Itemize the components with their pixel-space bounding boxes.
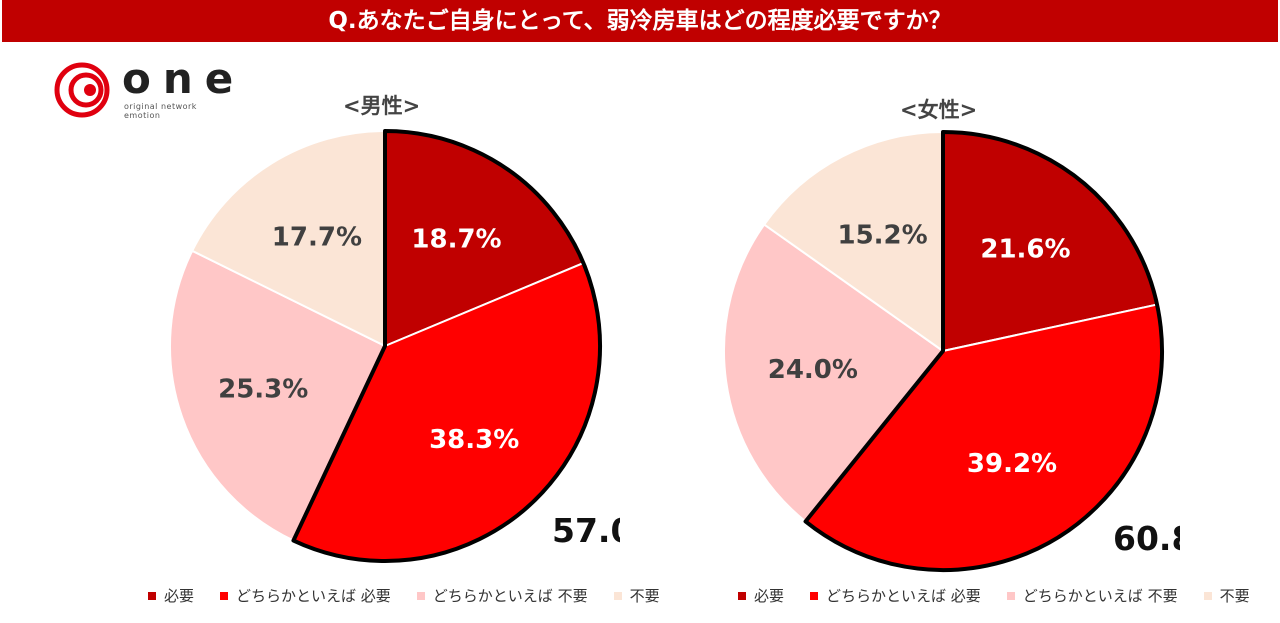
one-logo: one original network emotion — [52, 54, 233, 120]
pie-slice-4 — [190, 129, 386, 348]
slice-label: 39.2% — [967, 449, 1057, 479]
slice-label: 17.7% — [272, 222, 362, 252]
highlight-outline — [803, 130, 1164, 572]
pie-slice-3 — [723, 223, 945, 523]
legend-swatch — [220, 591, 229, 600]
gender-label-men: <男性> — [343, 94, 421, 118]
legend-swatch — [1203, 591, 1212, 600]
legend-item: 必要 — [148, 585, 194, 606]
legend-swatch — [1006, 591, 1015, 600]
slice-label: 18.7% — [411, 225, 501, 255]
legend-swatch — [613, 591, 622, 600]
pie-chart-women: 21.6% 39.2% 24.0% 15.2% 60.8% <女性> — [560, 80, 1180, 620]
legend-label: どちらかといえば 必要 — [236, 587, 391, 605]
chart-title: Q.あなたご自身にとって、弱冷房車はどの程度必要ですか？ — [2, 0, 1278, 42]
combined-total-label: 57.0% — [552, 511, 620, 550]
slice-label: 38.3% — [429, 425, 519, 455]
pie-chart-men: 18.7% 38.3% 25.3% 17.7% 57.0% <男性> — [0, 80, 620, 620]
logo-spiral-icon — [54, 62, 110, 118]
legend-label: どちらかといえば 必要 — [826, 587, 981, 605]
legend-men: 必要 どちらかといえば 必要 どちらかといえば 不要 不要 — [148, 585, 686, 606]
slice-label: 15.2% — [838, 220, 928, 250]
legend-label: 不要 — [629, 587, 660, 605]
legend-women: 必要 どちらかといえば 必要 どちらかといえば 不要 不要 — [738, 585, 1276, 606]
legend-label: どちらかといえば 不要 — [1022, 587, 1178, 605]
legend-item: どちらかといえば 不要 — [416, 585, 588, 606]
slice-label: 21.6% — [980, 235, 1070, 265]
highlight-outline — [291, 129, 602, 563]
logo-text: one — [122, 54, 246, 103]
pie-svg-men: 18.7% 38.3% 25.3% 17.7% 57.0% — [169, 129, 620, 563]
slice-label: 25.3% — [218, 375, 308, 405]
slice-label: 24.0% — [768, 355, 858, 385]
legend-item: 必要 — [738, 585, 784, 606]
pie-svg-women: 21.6% 39.2% 24.0% 15.2% 60.8% — [723, 130, 1180, 572]
legend-label: どちらかといえば 不要 — [432, 587, 588, 605]
combined-total-label: 60.8% — [1113, 519, 1180, 558]
legend-swatch — [738, 591, 746, 600]
pie-slice-4 — [762, 130, 944, 353]
legend-label: 不要 — [1219, 587, 1250, 605]
legend-item: どちらかといえば 必要 — [220, 585, 391, 606]
gender-label-women: <女性> — [900, 98, 978, 122]
legend-swatch — [416, 591, 425, 600]
legend-item: どちらかといえば 必要 — [810, 585, 981, 606]
legend-item: どちらかといえば 不要 — [1006, 585, 1178, 606]
pie-slice-3 — [169, 249, 387, 542]
logo-tagline: original network emotion — [124, 102, 197, 120]
legend-item: 不要 — [1203, 585, 1250, 606]
legend-swatch — [810, 591, 819, 600]
legend-item: 不要 — [613, 585, 660, 606]
legend-label: 必要 — [164, 587, 195, 605]
legend-swatch — [148, 591, 156, 600]
legend-label: 必要 — [754, 587, 785, 605]
